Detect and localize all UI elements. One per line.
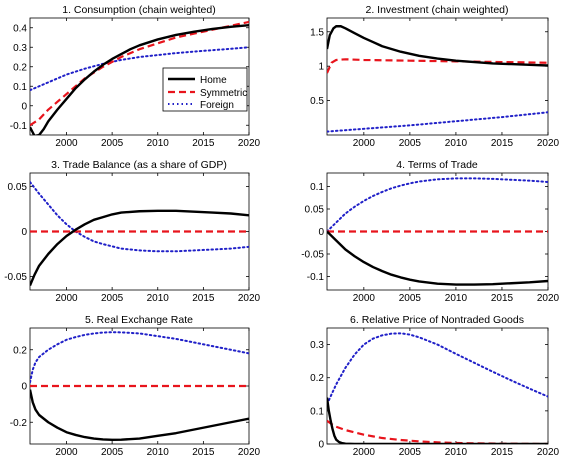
panel-trade-balance: 3. Trade Balance (as a share of GDP) 200… bbox=[4, 159, 260, 304]
y-tick-label: 1.5 bbox=[310, 27, 324, 38]
x-tick-label: 2020 bbox=[537, 293, 560, 304]
x-tick-label: 2000 bbox=[55, 138, 78, 149]
series-line-home bbox=[30, 24, 249, 135]
series-line-foreign bbox=[327, 177, 548, 233]
series-lines bbox=[30, 181, 249, 286]
y-tick-label: 0.5 bbox=[310, 96, 324, 107]
y-tick-label: 0.4 bbox=[13, 23, 27, 34]
x-tick-label: 2015 bbox=[491, 138, 514, 149]
panel-relative-price-nontraded: 6. Relative Price of Nontraded Goods 200… bbox=[310, 314, 559, 458]
axis-ticks: 2000 2005 2010 2015 2020 -0.1 0 0.1 0.2 0.3 0.4 bbox=[10, 18, 261, 149]
series-lines bbox=[327, 25, 548, 133]
y-tick-label: -0.1 bbox=[307, 272, 325, 283]
x-tick-label: 2015 bbox=[491, 447, 514, 458]
series-lines bbox=[327, 332, 548, 444]
series-line-foreign bbox=[327, 332, 548, 406]
x-tick-label: 2010 bbox=[147, 293, 170, 304]
panel-title: 5. Real Exchange Rate bbox=[85, 314, 193, 326]
x-tick-label: 2000 bbox=[353, 293, 376, 304]
y-tick-label: 0 bbox=[21, 101, 27, 112]
legend: Home Symmetric Foreign bbox=[162, 67, 248, 112]
x-tick-label: 2010 bbox=[147, 138, 170, 149]
x-tick-label: 2005 bbox=[399, 138, 422, 149]
series-line-foreign bbox=[30, 331, 249, 384]
x-tick-label: 2005 bbox=[399, 293, 422, 304]
y-tick-label: 0.05 bbox=[305, 205, 325, 216]
plot-frame bbox=[29, 327, 250, 445]
x-tick-label: 2005 bbox=[101, 293, 124, 304]
y-tick-label: 0.1 bbox=[13, 82, 27, 93]
x-tick-label: 2010 bbox=[445, 447, 468, 458]
x-tick-label: 2000 bbox=[55, 293, 78, 304]
y-tick-label: 0.3 bbox=[13, 43, 27, 54]
legend-label-foreign: Foreign bbox=[200, 100, 234, 111]
x-tick-label: 2010 bbox=[445, 293, 468, 304]
panel-title: 2. Investment (chain weighted) bbox=[366, 4, 509, 16]
x-tick-label: 2015 bbox=[192, 138, 215, 149]
y-tick-label: 0.1 bbox=[310, 182, 324, 193]
plot-frame bbox=[29, 172, 250, 291]
x-tick-label: 2020 bbox=[537, 447, 560, 458]
x-tick-label: 2020 bbox=[238, 138, 261, 149]
series-line-foreign bbox=[30, 181, 249, 253]
y-tick-label: 0.3 bbox=[310, 340, 324, 351]
y-tick-label: 0.2 bbox=[13, 345, 27, 356]
x-tick-label: 2015 bbox=[192, 293, 215, 304]
series-line-home bbox=[327, 230, 548, 286]
series-lines bbox=[327, 177, 548, 286]
x-tick-label: 2020 bbox=[537, 138, 560, 149]
x-tick-label: 2015 bbox=[491, 293, 514, 304]
series-line-symmetric bbox=[30, 20, 249, 127]
panel-terms-of-trade: 4. Terms of Trade 2000 2005 2010 2015 2020 -0… bbox=[301, 159, 559, 304]
legend-label-home: Home bbox=[200, 75, 227, 86]
panel-investment: 2. Investment (chain weighted) 2000 2005 2… bbox=[310, 4, 559, 149]
x-tick-label: 2020 bbox=[238, 447, 261, 458]
x-tick-label: 2010 bbox=[147, 447, 170, 458]
series-line-home bbox=[327, 397, 548, 444]
panel-title: 1. Consumption (chain weighted) bbox=[62, 4, 216, 16]
y-tick-label: 0.1 bbox=[310, 406, 324, 417]
y-tick-label: -0.1 bbox=[10, 121, 28, 132]
y-tick-label: -0.2 bbox=[10, 418, 28, 429]
y-tick-label: 0 bbox=[21, 227, 27, 238]
panel-title: 3. Trade Balance (as a share of GDP) bbox=[51, 159, 227, 171]
x-tick-label: 2015 bbox=[192, 447, 215, 458]
series-line-home bbox=[327, 25, 548, 67]
panel-consumption: 1. Consumption (chain weighted) 2000 2005… bbox=[10, 4, 261, 149]
y-tick-label: 0 bbox=[318, 440, 324, 451]
x-tick-label: 2000 bbox=[353, 447, 376, 458]
x-tick-label: 2000 bbox=[353, 138, 376, 149]
x-tick-label: 2005 bbox=[399, 447, 422, 458]
series-line-home bbox=[30, 209, 249, 286]
series-line-home bbox=[30, 389, 249, 442]
axis-ticks: 2000 2005 2010 2015 2020 -0.2 0 0.2 bbox=[10, 328, 261, 458]
axis-ticks: 2000 2005 2010 2015 2020 -0.1 -0.05 0 0.05 0.1 bbox=[301, 173, 560, 304]
y-tick-label: 0 bbox=[318, 227, 324, 238]
x-tick-label: 2005 bbox=[101, 447, 124, 458]
panel-title: 6. Relative Price of Nontraded Goods bbox=[350, 314, 524, 326]
x-tick-label: 2010 bbox=[445, 138, 468, 149]
x-tick-label: 2020 bbox=[238, 293, 261, 304]
y-tick-label: -0.05 bbox=[4, 272, 27, 283]
panel-real-exchange-rate: 5. Real Exchange Rate 2000 2005 2010 2015 20… bbox=[10, 314, 261, 458]
series-lines bbox=[30, 20, 249, 135]
axis-ticks: 2000 2005 2010 2015 2020 0 0.1 0.2 0.3 bbox=[310, 328, 560, 458]
series-line-foreign bbox=[327, 111, 548, 133]
y-tick-label: 0 bbox=[21, 382, 27, 393]
y-tick-label: 0.05 bbox=[8, 182, 28, 193]
y-tick-label: -0.05 bbox=[301, 250, 324, 261]
y-tick-label: 0.2 bbox=[13, 62, 27, 73]
x-tick-label: 2005 bbox=[101, 138, 124, 149]
series-line-foreign bbox=[30, 46, 249, 92]
panel-title: 4. Terms of Trade bbox=[396, 159, 478, 171]
y-tick-label: 1 bbox=[318, 62, 324, 73]
series-lines bbox=[30, 331, 249, 442]
axis-ticks: 2000 2005 2010 2015 2020 -0.05 0 0.05 bbox=[4, 173, 261, 304]
x-tick-label: 2000 bbox=[55, 447, 78, 458]
legend-label-symmetric: Symmetric bbox=[200, 88, 247, 99]
y-tick-label: 0.2 bbox=[310, 373, 324, 384]
